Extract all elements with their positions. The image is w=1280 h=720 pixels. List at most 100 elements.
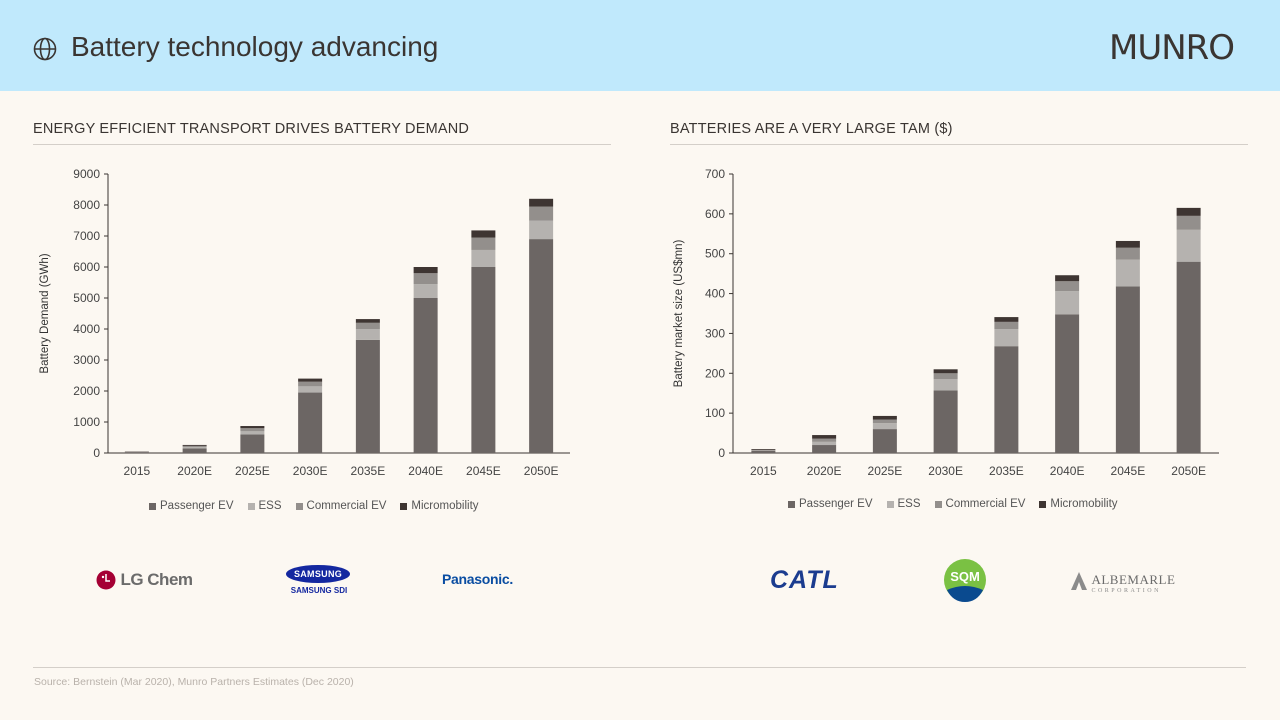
legend-swatch [247, 502, 255, 510]
bar-passenger-ev [933, 390, 958, 453]
bar-micromobility [1115, 240, 1140, 248]
legend-item-micromobility: Micromobility [400, 500, 479, 512]
legend-label: Passenger EV [160, 500, 234, 512]
bar-passenger-ev [1176, 261, 1201, 453]
legend-label: Micromobility [411, 500, 479, 512]
y-tick-label: 100 [705, 406, 725, 420]
bar-ess [1176, 229, 1201, 262]
y-tick-label: 700 [705, 167, 725, 181]
sqm-text: SQM [950, 569, 980, 584]
bar-passenger-ev [471, 267, 496, 453]
page-title: Battery technology advancing [71, 31, 439, 62]
lg-chem-logo: LG Chem [96, 570, 193, 590]
albemarle-subtext: CORPORATION [1091, 588, 1161, 594]
albemarle-logo: ALBEMARLE CORPORATION [1071, 572, 1175, 594]
bar-passenger-ev [994, 346, 1019, 453]
bar-ess [1055, 291, 1080, 315]
y-tick-label: 200 [705, 366, 725, 380]
catl-logo: CATL [770, 566, 839, 594]
panasonic-logo: Panasonic. [442, 571, 513, 587]
x-tick-label: 2035E [989, 464, 1024, 478]
y-tick-label: 1000 [73, 415, 100, 429]
y-tick-label: 4000 [73, 322, 100, 336]
bar-micromobility [933, 369, 958, 374]
globe-icon [33, 37, 57, 61]
y-tick-label: 5000 [73, 291, 100, 305]
x-tick-label: 2050E [524, 464, 559, 478]
bar-commercial-ev [933, 373, 958, 380]
bar-commercial-ev [872, 419, 897, 424]
bar-commercial-ev [1176, 215, 1201, 230]
source-note: Source: Bernstein (Mar 2020), Munro Part… [34, 676, 354, 688]
right-legend: Passenger EV ESS Commercial EV Micromobi… [788, 498, 1118, 510]
bar-passenger-ev [124, 452, 149, 453]
y-tick-label: 6000 [73, 260, 100, 274]
samsung-sdi-logo: SAMSUNG SAMSUNG SDI [286, 565, 352, 595]
x-tick-label: 2020E [177, 464, 212, 478]
bar-micromobility [240, 426, 265, 429]
albemarle-mark [1071, 572, 1087, 590]
bar-micromobility [1176, 207, 1201, 216]
y-tick-label: 7000 [73, 229, 100, 243]
bar-commercial-ev [298, 381, 323, 387]
legend-item-passenger-ev: Passenger EV [788, 498, 873, 510]
x-tick-label: 2030E [293, 464, 328, 478]
legend-label: Commercial EV [306, 500, 387, 512]
bar-passenger-ev [355, 339, 380, 453]
bar-micromobility [413, 267, 438, 274]
y-tick-label: 0 [718, 446, 725, 460]
legend-swatch [400, 502, 408, 510]
right-section-title: BATTERIES ARE A VERY LARGE TAM ($) [670, 121, 953, 137]
bar-micromobility [872, 415, 897, 420]
legend-swatch [1039, 500, 1047, 508]
legend-item-passenger-ev: Passenger EV [149, 500, 234, 512]
legend-item-ess: ESS [247, 500, 282, 512]
legend-item-micromobility: Micromobility [1039, 498, 1118, 510]
brand-logo: MUNRO [1109, 28, 1235, 68]
bar-commercial-ev [413, 273, 438, 285]
legend-swatch [788, 500, 795, 508]
bar-commercial-ev [355, 322, 380, 329]
bar-commercial-ev [529, 206, 554, 221]
legend-swatch [886, 500, 894, 508]
left-section-title: ENERGY EFFICIENT TRANSPORT DRIVES BATTER… [33, 121, 470, 137]
bar-passenger-ev [182, 448, 207, 453]
bar-micromobility [471, 230, 496, 238]
albemarle-text: ALBEMARLE [1091, 572, 1176, 587]
bar-ess [529, 220, 554, 240]
y-tick-label: 300 [705, 326, 725, 340]
y-tick-label: 0 [93, 446, 100, 460]
bar-ess [355, 329, 380, 340]
bar-passenger-ev [751, 450, 776, 453]
bar-commercial-ev [240, 428, 265, 432]
y-tick-label: 600 [705, 207, 725, 221]
x-tick-label: 2025E [868, 464, 903, 478]
bar-ess [933, 379, 958, 391]
bar-ess [240, 431, 265, 435]
bar-ess [872, 423, 897, 430]
bar-micromobility [994, 317, 1019, 322]
bar-micromobility [812, 435, 837, 439]
x-tick-label: 2045E [466, 464, 501, 478]
sqm-logo: SQM [943, 558, 987, 609]
bar-passenger-ev [240, 434, 265, 453]
bar-ess [812, 441, 837, 446]
bar-ess [994, 329, 1019, 347]
x-tick-label: 2020E [807, 464, 842, 478]
y-axis-label: Battery market size (US$mn) [673, 240, 685, 388]
left-divider [33, 144, 611, 145]
sqm-mark [944, 559, 986, 602]
bar-commercial-ev [994, 321, 1019, 330]
legend-label: ESS [897, 498, 921, 510]
bar-passenger-ev [872, 429, 897, 453]
legend-swatch [149, 502, 156, 510]
legend-item-ess: ESS [886, 498, 921, 510]
legend-swatch [934, 500, 942, 508]
x-tick-label: 2045E [1111, 464, 1146, 478]
y-axis-label: Battery Demand (GWh) [39, 253, 51, 373]
x-tick-label: 2030E [928, 464, 963, 478]
bar-passenger-ev [1055, 314, 1080, 453]
x-tick-label: 2035E [351, 464, 386, 478]
legend-swatch [295, 502, 303, 510]
bar-passenger-ev [812, 445, 837, 453]
